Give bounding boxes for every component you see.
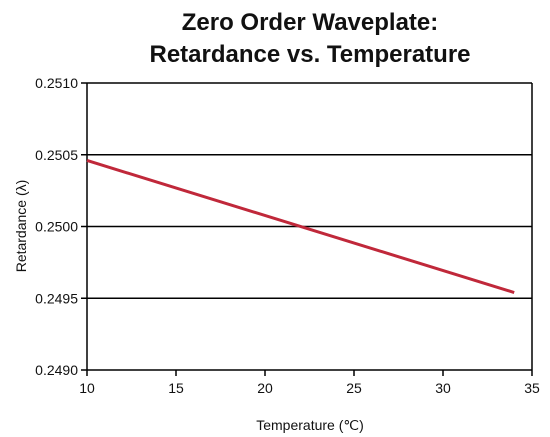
y-axis-label: Retardance (λ) xyxy=(13,180,29,273)
y-tick-label-3: 0.2505 xyxy=(35,147,78,163)
x-tick-label-3: 25 xyxy=(346,380,362,396)
x-tick-label-0: 10 xyxy=(79,380,95,396)
y-tick-label-1: 0.2495 xyxy=(35,290,78,306)
x-axis-label: Temperature (℃) xyxy=(256,417,364,433)
chart-title-line-1: Zero Order Waveplate: xyxy=(182,9,439,36)
chart-title-line-2: Retardance vs. Temperature xyxy=(149,41,470,68)
x-axis-ticks: 10 15 20 25 30 35 xyxy=(79,370,540,396)
x-tick-label-1: 15 xyxy=(168,380,184,396)
y-axis-ticks: 0.2490 0.2495 0.2500 0.2505 0.2510 xyxy=(35,75,87,378)
grid-lines xyxy=(87,82,532,371)
x-tick-label-5: 35 xyxy=(524,380,540,396)
x-tick-label-2: 20 xyxy=(257,380,273,396)
series-layer xyxy=(86,159,515,294)
y-tick-label-2: 0.2500 xyxy=(35,219,78,235)
x-tick-label-4: 30 xyxy=(435,380,451,396)
series-line-0 xyxy=(86,159,515,294)
y-tick-label-4: 0.2510 xyxy=(35,75,78,91)
y-tick-label-0: 0.2490 xyxy=(35,362,78,378)
